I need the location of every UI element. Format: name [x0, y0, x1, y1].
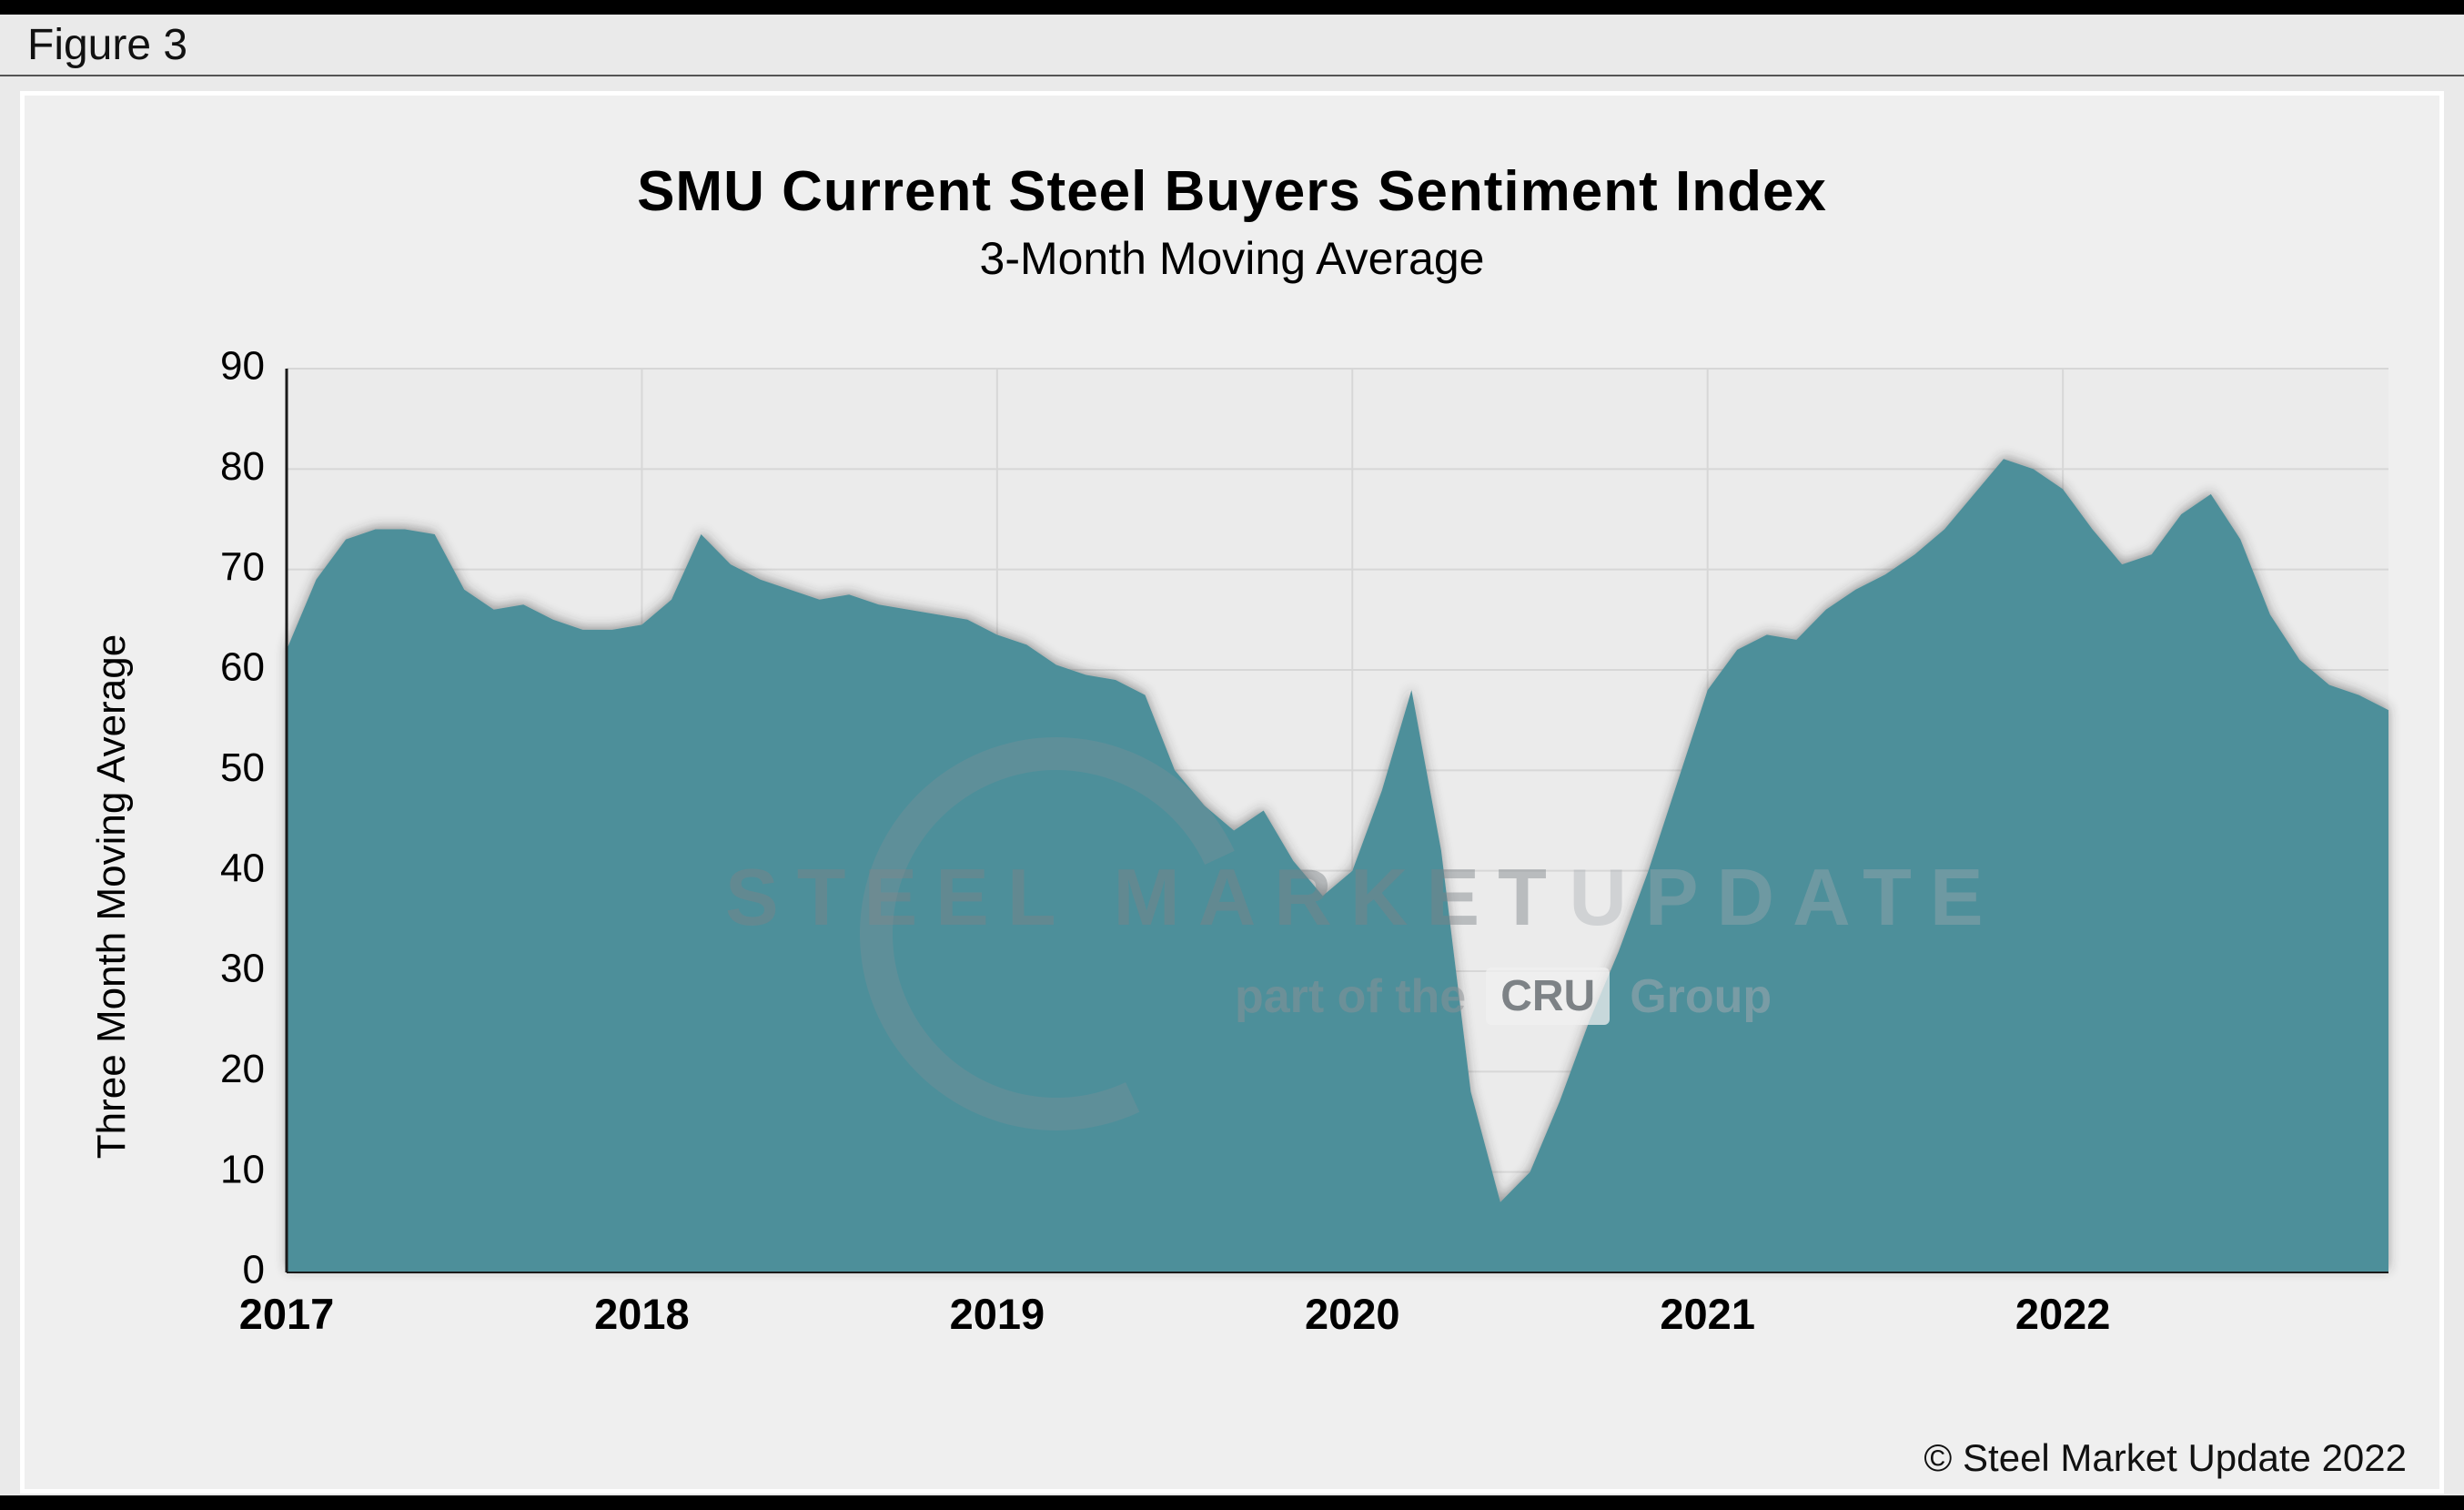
svg-text:90: 90 — [220, 344, 265, 389]
chart-subtitle: 3-Month Moving Average — [979, 233, 1485, 284]
svg-text:70: 70 — [220, 544, 265, 589]
copyright-note: © Steel Market Update 2022 — [1924, 1436, 2407, 1479]
svg-text:20: 20 — [220, 1047, 265, 1091]
bottom-border-bar — [0, 1495, 2464, 1510]
header-rule — [0, 75, 2464, 76]
svg-text:60: 60 — [220, 645, 265, 690]
svg-text:0: 0 — [243, 1248, 265, 1292]
svg-text:2020: 2020 — [1305, 1290, 1400, 1338]
svg-text:2019: 2019 — [950, 1290, 1045, 1338]
figure-label: Figure 3 — [27, 21, 188, 69]
svg-text:10: 10 — [220, 1147, 265, 1191]
sentiment-area-chart: 0 10 20 30 40 50 60 70 80 90 2017 2018 2019 2020 2021 2… — [220, 344, 2388, 1338]
svg-text:2017: 2017 — [239, 1290, 335, 1338]
svg-text:30: 30 — [220, 947, 265, 991]
chart-title: SMU Current Steel Buyers Sentiment Index — [637, 160, 1827, 223]
svg-text:2018: 2018 — [594, 1290, 690, 1338]
svg-text:2022: 2022 — [2015, 1290, 2111, 1338]
top-border-bar — [0, 0, 2464, 15]
chart-card: SMU Current Steel Buyers Sentiment Index… — [20, 91, 2444, 1494]
svg-text:2021: 2021 — [1660, 1290, 1755, 1338]
svg-text:80: 80 — [220, 444, 265, 489]
svg-text:40: 40 — [220, 846, 265, 890]
svg-text:50: 50 — [220, 745, 265, 790]
